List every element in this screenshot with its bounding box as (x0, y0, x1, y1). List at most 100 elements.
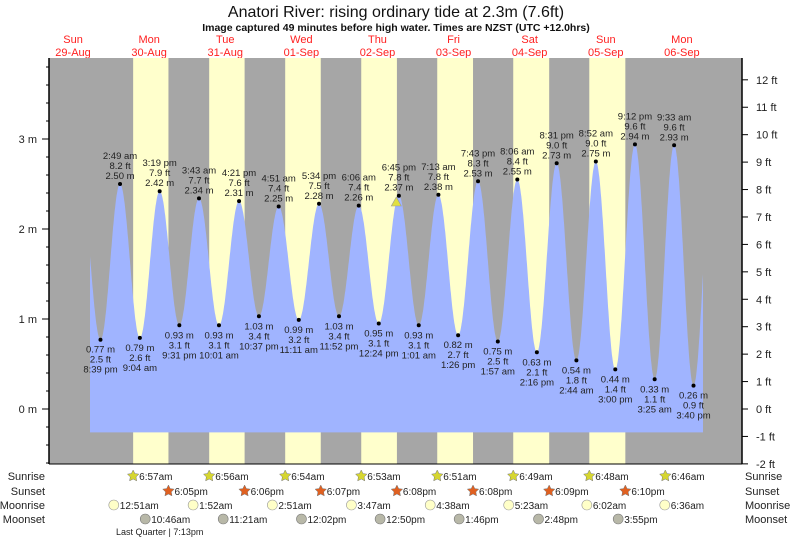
right-axis-label: 0 ft (756, 404, 771, 416)
sunrise-icon (278, 469, 292, 482)
low-tide-label: 0.95 m (364, 329, 393, 340)
moonrise-time: 5:23am (515, 501, 548, 512)
high-tide-label: 2.50 m (106, 171, 135, 182)
sunset-icon (542, 484, 556, 497)
high-tide-label: 7.8 ft (428, 172, 449, 183)
sunrise-row-label-right: Sunrise (745, 471, 782, 483)
high-tide-label: 3:43 am (182, 165, 216, 176)
low-tide-point (613, 367, 618, 372)
moonset-row-label: Moonset (3, 514, 45, 526)
high-tide-point (476, 179, 481, 184)
sunrise-time: 6:51am (443, 472, 476, 483)
low-tide-point (416, 323, 421, 328)
sunrise-icon (659, 469, 672, 482)
low-tide-label: 3.4 ft (328, 331, 349, 342)
moonset-time: 1:46pm (465, 515, 498, 526)
sunrise-icon (126, 469, 140, 482)
moonrise-time: 4:38am (436, 501, 469, 512)
day-date: 04-Sep (512, 47, 547, 59)
low-tide-label: 12:24 pm (359, 349, 399, 360)
low-tide-label: 1.03 m (244, 321, 273, 332)
high-tide-label: 2.34 m (184, 185, 213, 196)
high-tide-label: 9:12 pm (618, 111, 652, 122)
high-tide-label: 8.4 ft (507, 157, 528, 168)
moonrise-time: 6:02am (593, 501, 626, 512)
low-tide-label: 9:04 am (123, 363, 157, 374)
high-tide-label: 7.4 ft (348, 183, 369, 194)
low-tide-label: 1:01 am (402, 350, 436, 361)
day-weekday: Thu (368, 34, 387, 46)
high-tide-label: 4:21 pm (222, 168, 256, 179)
high-tide-label: 2.53 m (464, 168, 493, 179)
sunset-row-label-right: Sunset (745, 486, 779, 498)
high-tide-point (436, 192, 441, 197)
day-weekday: Mon (671, 34, 692, 46)
low-tide-label: 1.03 m (324, 321, 353, 332)
moonset-time: 11:21am (229, 515, 267, 526)
high-tide-point (672, 143, 677, 148)
low-tide-point (256, 314, 261, 319)
high-tide-point (118, 182, 123, 186)
low-tide-point (336, 314, 341, 319)
low-tide-label: 1.1 ft (644, 394, 665, 405)
low-tide-point (652, 377, 657, 382)
sunrise-time: 6:53am (367, 472, 400, 483)
tide-curve (90, 144, 703, 433)
sunrise-time: 6:54am (291, 472, 324, 483)
high-tide-label: 8:31 pm (540, 130, 574, 141)
high-tide-label: 9.6 ft (624, 121, 645, 132)
low-tide-label: 0.77 m (86, 345, 115, 356)
low-tide-label: 2.1 ft (526, 367, 547, 378)
low-tide-label: 3:40 pm (676, 411, 710, 422)
low-tide-point (534, 350, 539, 355)
sunset-icon (466, 484, 480, 497)
high-tide-label: 2.38 m (424, 182, 453, 193)
day-date: 31-Aug (208, 47, 243, 59)
day-weekday: Tue (216, 34, 235, 46)
sunset-icon (162, 484, 175, 497)
high-tide-label: 7.6 ft (228, 178, 249, 189)
right-axis-label: 8 ft (756, 185, 771, 197)
moonrise-icon (503, 499, 514, 511)
moonrise-icon (187, 499, 199, 511)
day-date: 29-Aug (55, 47, 90, 59)
low-tide-label: 0.33 m (640, 384, 669, 395)
high-tide-label: 2.93 m (660, 132, 689, 143)
high-tide-label: 2.31 m (225, 188, 254, 199)
sunset-row-label: Sunset (11, 486, 45, 498)
high-tide-label: 9.6 ft (664, 122, 685, 133)
high-tide-point (632, 142, 637, 147)
day-date: 02-Sep (360, 47, 395, 59)
left-axis-label: 3 m (19, 134, 37, 146)
low-tide-point (296, 317, 301, 322)
right-axis-label: 11 ft (756, 102, 777, 114)
sunrise-icon (506, 469, 520, 482)
moonrise-time: 3:47am (357, 501, 390, 512)
low-tide-point (574, 358, 579, 363)
low-tide-label: 10:01 am (199, 350, 239, 361)
low-tide-point (177, 323, 182, 328)
low-tide-label: 11:11 am (280, 345, 318, 356)
low-tide-label: 0.9 ft (683, 401, 704, 412)
right-axis-label: 6 ft (756, 239, 771, 251)
high-tide-label: 4:51 am (262, 174, 296, 185)
low-tide-label: 3.1 ft (368, 339, 389, 350)
moonrise-time: 2:51am (278, 501, 311, 512)
sunset-time: 6:09pm (555, 487, 588, 498)
right-axis-label: 5 ft (756, 267, 771, 279)
moonset-icon (374, 513, 386, 525)
axes: 0 m 1 m 2 m 3 m -2 ft -1 ft 0 ft 1 ft 2 ft 3 ft 4 … (19, 58, 777, 471)
high-tide-label: 9:33 am (657, 112, 691, 123)
moonset-row-label-right: Moonset (745, 514, 787, 526)
day-weekday: Fri (447, 34, 460, 46)
moonrise-time: 6:36am (671, 501, 704, 512)
sunset-icon (390, 484, 404, 497)
day-date: 03-Sep (436, 47, 471, 59)
low-tide-label: 0.93 m (165, 330, 194, 341)
tide-area (90, 144, 703, 433)
sunset-time: 6:08pm (403, 487, 436, 498)
moonset-icon (533, 513, 544, 525)
moonrise-row-label-right: Moonrise (745, 500, 790, 512)
low-tide-label: 0.44 m (601, 374, 630, 385)
low-tide-point (495, 339, 500, 344)
